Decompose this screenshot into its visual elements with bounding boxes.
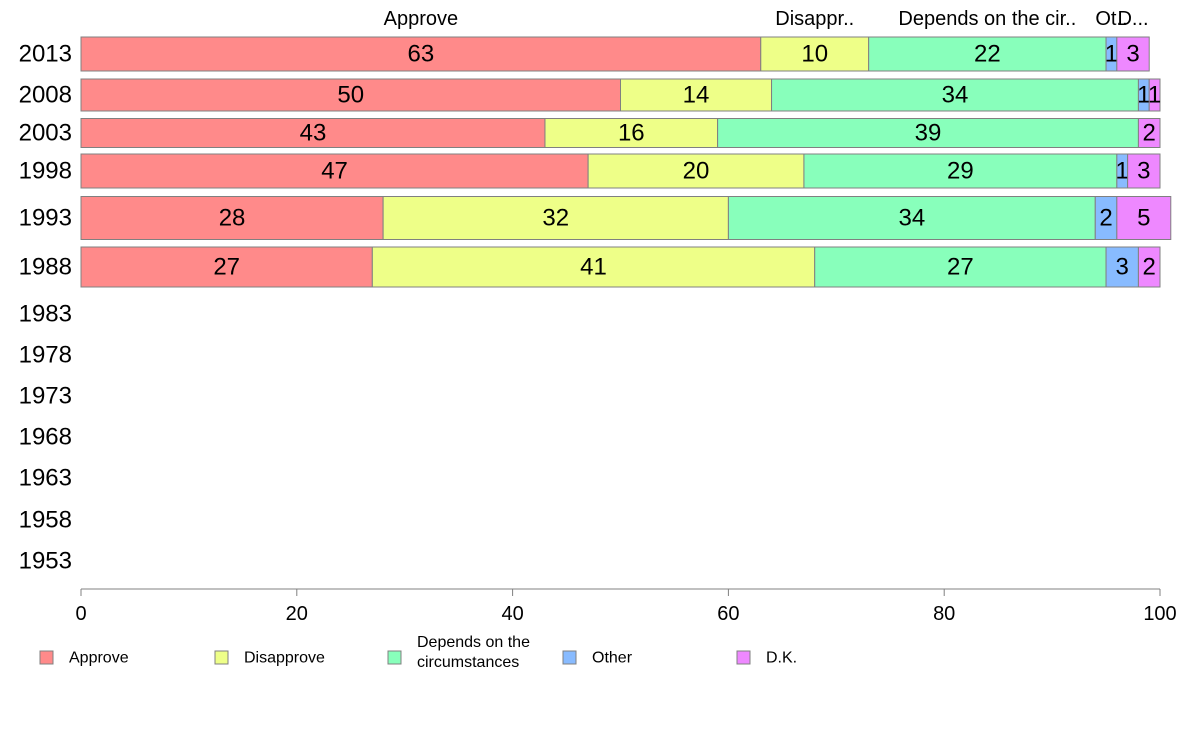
bar-label-2008-2: 34 — [942, 82, 969, 109]
y-label-1958: 1958 — [19, 507, 72, 534]
bar-label-1998-4: 3 — [1137, 158, 1150, 185]
bar-2003-2 — [717, 118, 1139, 148]
y-label-1983: 1983 — [19, 301, 72, 328]
bar-label-1998-3: 1 — [1116, 158, 1129, 185]
y-label-1963: 1963 — [19, 465, 72, 492]
bar-2008-0 — [80, 78, 621, 112]
legend-label-0: Approve — [69, 650, 129, 667]
legend-swatch-0 — [39, 650, 54, 665]
y-label-2003: 2003 — [19, 120, 72, 147]
bar-label-2013-1: 10 — [801, 41, 828, 68]
bar-2003-4 — [1137, 118, 1161, 148]
y-label-1968: 1968 — [19, 424, 72, 451]
bar-label-1998-1: 20 — [683, 158, 710, 185]
bar-label-2003-1: 16 — [618, 120, 645, 147]
top-label-2: Depends on the cir.. — [898, 8, 1076, 30]
bar-1998-2 — [803, 153, 1118, 189]
bar-label-2013-0: 63 — [408, 41, 435, 68]
bar-1993-4 — [1116, 196, 1172, 240]
top-label-1: Disappr.. — [775, 8, 854, 30]
bar-2013-2 — [868, 36, 1107, 72]
legend-swatch-4 — [736, 650, 751, 665]
bar-label-1988-2: 27 — [947, 254, 974, 281]
y-label-1998: 1998 — [19, 158, 72, 185]
bar-2003-0 — [80, 118, 546, 148]
bar-2013-4 — [1116, 36, 1150, 72]
legend-label-3: Other — [592, 650, 633, 667]
y-label-1978: 1978 — [19, 342, 72, 369]
x-tick-label-0: 0 — [75, 603, 86, 625]
x-tick-label-80: 80 — [933, 603, 955, 625]
bar-1988-0 — [80, 246, 373, 288]
y-label-1973: 1973 — [19, 383, 72, 410]
top-label-3: Ot.. — [1095, 8, 1127, 30]
bar-label-1993-3: 2 — [1099, 205, 1112, 232]
x-tick-label-40: 40 — [501, 603, 523, 625]
bar-2008-4 — [1148, 78, 1161, 112]
bar-1988-1 — [371, 246, 816, 288]
bar-label-1993-0: 28 — [219, 205, 246, 232]
legend-label-line-2-0: Depends on the — [417, 634, 530, 651]
bar-2013-1 — [760, 36, 870, 72]
bar-1998-0 — [80, 153, 589, 189]
bar-label-2008-1: 14 — [683, 82, 710, 109]
bar-label-1998-2: 29 — [947, 158, 974, 185]
bar-1998-4 — [1127, 153, 1161, 189]
y-axis-labels: 2013 2008 2003 1998 1993 1988 1983 1978 1973 1968… — [19, 41, 72, 575]
bar-2008-2 — [771, 78, 1139, 112]
bar-1998-1 — [587, 153, 805, 189]
legend-swatch-1 — [214, 650, 229, 665]
bar-label-2003-4: 2 — [1143, 120, 1156, 147]
bar-1988-4 — [1137, 246, 1161, 288]
bar-label-1988-3: 3 — [1116, 254, 1129, 281]
y-label-1988: 1988 — [19, 254, 72, 281]
bar-label-2003-2: 39 — [915, 120, 942, 147]
bar-label-1988-0: 27 — [213, 254, 240, 281]
bar-label-1998-0: 47 — [321, 158, 348, 185]
x-tick-label-100: 100 — [1143, 603, 1176, 625]
bar-label-2013-3: 1 — [1105, 41, 1118, 68]
top-series-labels: Approve Disappr.. Depends on the cir.. Ot..… — [384, 8, 1149, 30]
bar-label-2008-4: 1 — [1148, 82, 1161, 109]
top-label-0: Approve — [384, 8, 459, 30]
bar-label-1988-4: 2 — [1143, 254, 1156, 281]
legend-label-2: Depends on the circumstances — [417, 634, 530, 671]
bar-label-2003-0: 43 — [300, 120, 327, 147]
legend-label-1: Disapprove — [244, 650, 325, 667]
top-label-4: D... — [1117, 8, 1148, 30]
legend-label-4: D.K. — [766, 650, 797, 667]
y-label-2013: 2013 — [19, 41, 72, 68]
legend-label-line-2-1: circumstances — [417, 654, 519, 671]
bar-label-2013-2: 22 — [974, 41, 1001, 68]
x-tick-label-20: 20 — [286, 603, 308, 625]
y-label-1993: 1993 — [19, 205, 72, 232]
x-tick-label-60: 60 — [717, 603, 739, 625]
bar-label-1988-1: 41 — [580, 254, 607, 281]
bar-label-1993-2: 34 — [898, 205, 925, 232]
y-label-2008: 2008 — [19, 82, 72, 109]
legend: Approve Disapprove Depends on the circumsta… — [39, 634, 797, 671]
bar-label-2013-4: 3 — [1126, 41, 1139, 68]
x-axis: 0 20 40 60 80 100 — [75, 588, 1177, 625]
bar-label-1993-4: 5 — [1137, 205, 1150, 232]
legend-swatch-2 — [387, 650, 402, 665]
legend-swatch-3 — [562, 650, 577, 665]
bar-label-2008-3: 1 — [1137, 82, 1150, 109]
bar-1993-1 — [382, 196, 729, 240]
bar-label-1993-1: 32 — [542, 205, 569, 232]
bar-2013-0 — [80, 36, 762, 72]
bar-2008-1 — [620, 78, 773, 112]
bar-label-2008-0: 50 — [337, 82, 364, 109]
y-label-1953: 1953 — [19, 548, 72, 575]
bar-1993-0 — [80, 196, 384, 240]
